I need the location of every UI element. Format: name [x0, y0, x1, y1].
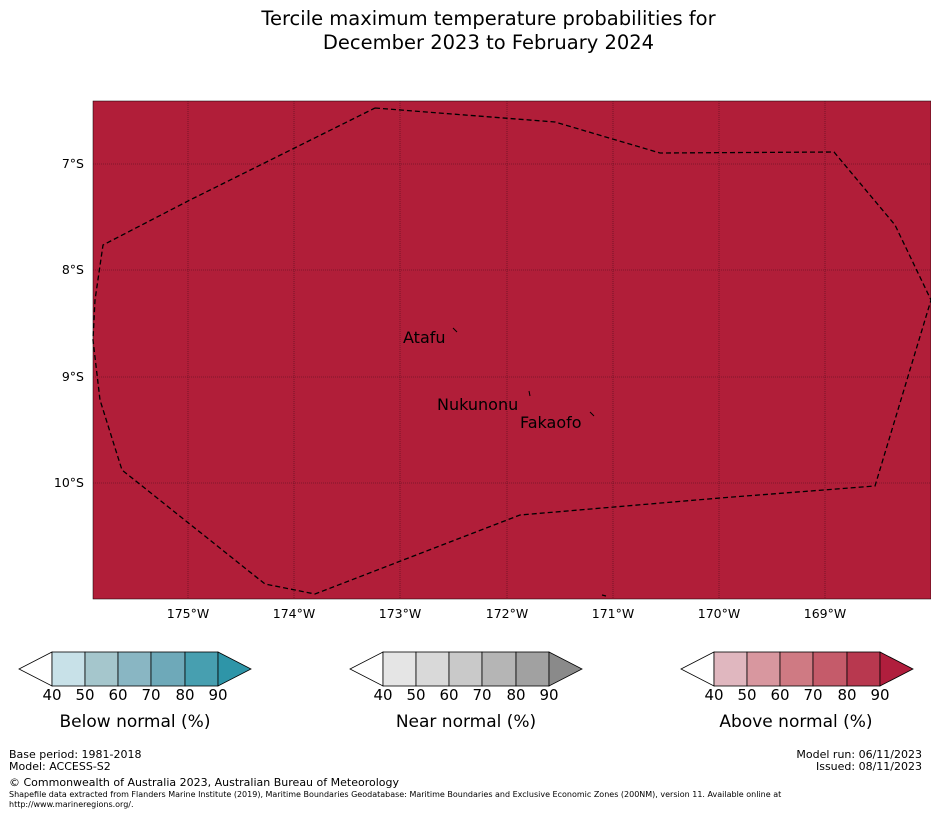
- colorbar-above-seg-3: [779, 651, 814, 687]
- fakaofo-island-icon: [589, 411, 595, 417]
- colorbar-below-seg-5: [184, 651, 219, 687]
- footer-model: Model: ACCESS-S2: [9, 760, 111, 773]
- colorbar-near-extend-high: [548, 651, 583, 687]
- colorbar-near-label: Near normal (%): [395, 712, 537, 732]
- colorbar-above-seg-1: [713, 651, 748, 687]
- colorbar-above-tick: 50: [737, 686, 757, 704]
- graticule: [93, 101, 931, 599]
- colorbar-above-tick: 80: [837, 686, 857, 704]
- place-label-fakaofo: Fakaofo: [520, 413, 582, 432]
- title-line-1: Tercile maximum temperature probabilitie…: [261, 7, 716, 30]
- lon-label-171w: 171°W: [591, 606, 635, 621]
- colorbar-near-tick: 80: [506, 686, 526, 704]
- footer-model-run: Model run: 06/11/2023: [796, 748, 922, 761]
- colorbar-below-tick: 70: [141, 686, 161, 704]
- colorbar-above-seg-4: [812, 651, 848, 687]
- lat-label-7s: 7°S: [61, 156, 84, 171]
- colorbar-below-extend-low: [18, 651, 53, 687]
- island-markers: [452, 327, 595, 417]
- lat-label-8s: 8°S: [61, 262, 84, 277]
- colorbar-above-tick: 90: [870, 686, 890, 704]
- lon-label-172w: 172°W: [485, 606, 529, 621]
- colorbar-near-seg-2: [415, 651, 450, 687]
- footer-shapefile-line-2: http://www.marineregions.org/.: [9, 799, 134, 809]
- colorbar-below-extend-high: [217, 651, 252, 687]
- title-line-2: December 2023 to February 2024: [322, 31, 655, 54]
- nukunonu-island-icon: [528, 390, 531, 397]
- footer-copyright: © Commonwealth of Australia 2023, Austra…: [9, 776, 399, 789]
- colorbar-near-tick: 50: [406, 686, 426, 704]
- chart-title: Tercile maximum temperature probabilitie…: [0, 7, 931, 55]
- colorbar-below-tick: 80: [175, 686, 195, 704]
- colorbar-near-seg-1: [382, 651, 417, 687]
- footer-shapefile-line-1: Shapefile data extracted from Flanders M…: [9, 790, 782, 799]
- colorbar-near-seg-5: [515, 651, 550, 687]
- colorbar-near-seg-3: [448, 651, 483, 687]
- colorbar-below-tick: 50: [75, 686, 95, 704]
- colorbar-below-tick: 40: [42, 686, 62, 704]
- colorbar-above-extend-low: [680, 651, 715, 687]
- lat-label-10s: 10°S: [53, 475, 84, 490]
- colorbar-below-seg-4: [150, 651, 186, 687]
- place-label-nukunonu: Nukunonu: [437, 395, 519, 414]
- colorbar-near-tick: 40: [373, 686, 393, 704]
- colorbar-near-seg-4: [481, 651, 517, 687]
- footer-issued: Issued: 08/11/2023: [815, 760, 922, 773]
- colorbar-above-normal: [680, 651, 914, 687]
- colorbar-above-seg-2: [746, 651, 781, 687]
- colorbar-near-tick: 60: [439, 686, 459, 704]
- colorbar-above-tick: 70: [803, 686, 823, 704]
- colorbar-below-tick: 60: [108, 686, 128, 704]
- map-area: [92, 100, 931, 600]
- place-label-atafu: Atafu: [403, 328, 446, 347]
- eez-fragment: [601, 594, 607, 597]
- lon-label-170w: 170°W: [697, 606, 741, 621]
- lat-label-9s: 9°S: [61, 369, 84, 384]
- colorbar-above-label: Above normal (%): [719, 712, 873, 732]
- colorbar-above-extend-high: [879, 651, 914, 687]
- colorbar-below-normal: [18, 651, 252, 687]
- colorbar-above-tick: 40: [704, 686, 724, 704]
- colorbar-below-seg-1: [51, 651, 86, 687]
- colorbar-below-label: Below normal (%): [59, 712, 211, 732]
- lon-label-175w: 175°W: [166, 606, 210, 621]
- atafu-island-icon: [452, 327, 458, 333]
- colorbar-below-tick: 90: [208, 686, 228, 704]
- colorbar-above-tick: 60: [770, 686, 790, 704]
- footer-base-period: Base period: 1981-2018: [9, 748, 142, 761]
- colorbar-below-seg-2: [84, 651, 119, 687]
- lon-label-174w: 174°W: [272, 606, 316, 621]
- colorbar-near-tick: 70: [472, 686, 492, 704]
- lon-label-169w: 169°W: [803, 606, 847, 621]
- eez-boundary: [92, 107, 931, 595]
- colorbar-above-seg-5: [846, 651, 881, 687]
- colorbar-near-extend-low: [349, 651, 384, 687]
- colorbar-below-seg-3: [117, 651, 152, 687]
- colorbar-near-normal: [349, 651, 583, 687]
- colorbar-near-tick: 90: [539, 686, 559, 704]
- lon-label-173w: 173°W: [378, 606, 422, 621]
